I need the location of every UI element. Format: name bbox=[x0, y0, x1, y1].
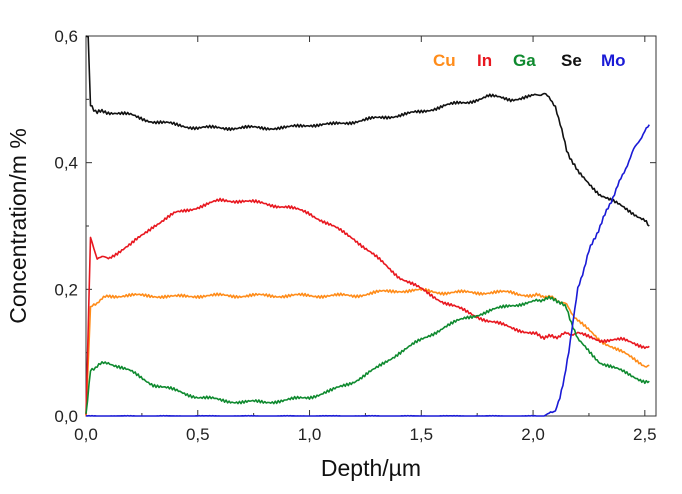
y-tick-label: 0,0 bbox=[54, 407, 78, 426]
y-tick-label: 0,6 bbox=[54, 27, 78, 46]
x-tick-label: 1,5 bbox=[409, 425, 433, 444]
x-tick-label: 0,0 bbox=[74, 425, 98, 444]
legend: Cu In Ga Se Mo bbox=[433, 51, 626, 70]
series-line-ga bbox=[85, 295, 650, 414]
y-tick-label: 0,4 bbox=[54, 154, 78, 173]
x-tick-label: 2,0 bbox=[521, 425, 545, 444]
x-tick-label: 2,5 bbox=[633, 425, 657, 444]
series-line-in bbox=[85, 197, 650, 415]
x-tick-label: 0,5 bbox=[186, 425, 210, 444]
legend-label-cu: Cu bbox=[433, 51, 456, 70]
legend-label-mo: Mo bbox=[601, 51, 626, 70]
plot-frame bbox=[85, 35, 657, 417]
x-axis-label: Depth/µm bbox=[321, 455, 421, 481]
series-line-se bbox=[85, 35, 650, 227]
y-axis: 0,0 0,2 0,4 0,6 bbox=[54, 27, 656, 426]
legend-label-se: Se bbox=[561, 51, 582, 70]
y-tick-label: 0,2 bbox=[54, 280, 78, 299]
x-tick-label: 1,0 bbox=[298, 425, 322, 444]
legend-label-in: In bbox=[477, 51, 492, 70]
legend-label-ga: Ga bbox=[513, 51, 536, 70]
x-axis: 0,0 0,5 1,0 1,5 2,0 2,5 bbox=[74, 36, 657, 444]
y-axis-label: Concentration/m % bbox=[5, 128, 31, 324]
series-lines bbox=[85, 35, 650, 417]
series-line-mo bbox=[85, 124, 650, 417]
